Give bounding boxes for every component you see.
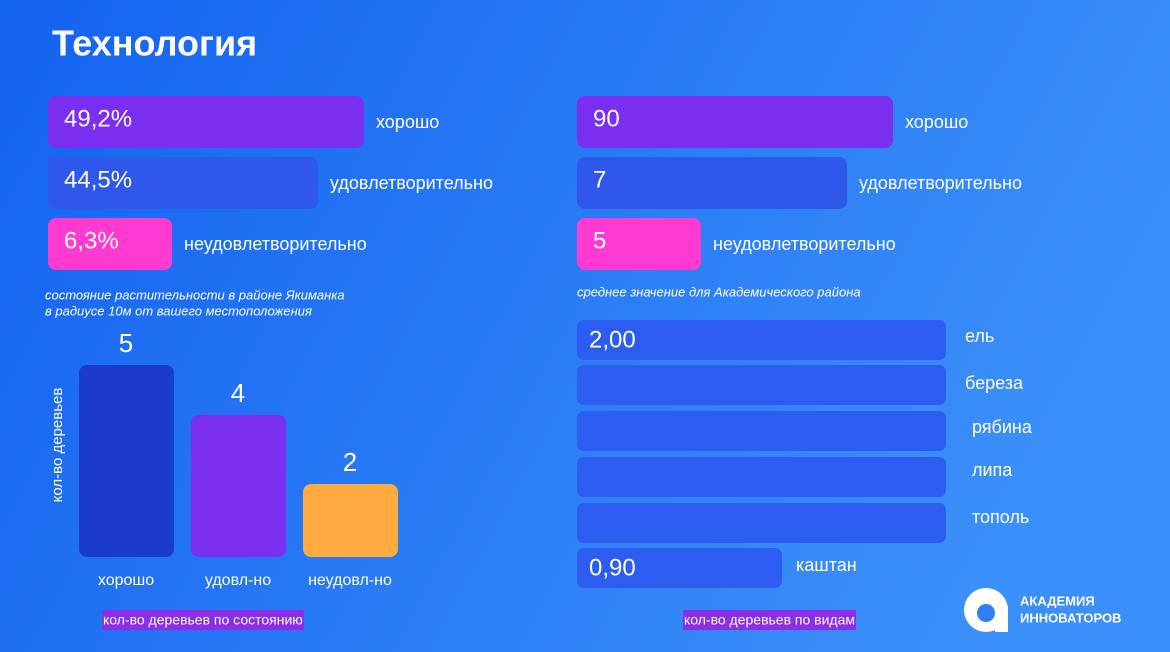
- bar: [48, 218, 172, 270]
- bar-value: 6,3%: [64, 227, 119, 254]
- footer-label: кол-во деревьев по видам: [684, 612, 855, 628]
- column-value: 2: [343, 447, 357, 477]
- species-label: липа: [972, 460, 1013, 480]
- title: Технология: [52, 23, 257, 64]
- column-value: 5: [119, 328, 133, 358]
- species-bar: [577, 457, 946, 497]
- footer-label: кол-во деревьев по состоянию: [103, 612, 303, 628]
- footer-highlight: [683, 610, 857, 630]
- logo-text: ИННОВАТОРОВ: [1020, 610, 1121, 625]
- bar: [577, 157, 847, 209]
- species-bar: [577, 503, 946, 543]
- species-value: 0,90: [589, 554, 636, 581]
- species-label: каштан: [796, 555, 857, 575]
- bar-value: 5: [593, 227, 606, 254]
- bar-label: хорошо: [376, 112, 439, 132]
- column-label: неудовл-но: [308, 572, 392, 589]
- species-bar: [577, 320, 946, 360]
- species-bar: [577, 365, 946, 405]
- species-value: 2,00: [589, 326, 636, 353]
- column: [79, 365, 174, 557]
- axis-label: кол-во деревьев: [49, 388, 66, 503]
- species-label: ель: [965, 326, 994, 346]
- bar-value: 7: [593, 166, 606, 193]
- caption: среднее значение для Академического райо…: [577, 284, 861, 299]
- species-label: береза: [965, 373, 1024, 393]
- bar-value: 90: [593, 105, 620, 132]
- bar-label: неудовлетворительно: [184, 234, 367, 254]
- logo-text: АКАДЕМИЯ: [1020, 593, 1095, 608]
- bar: [577, 96, 893, 148]
- caption: состояние растительности в районе Якиман…: [45, 287, 345, 302]
- bar-label: удовлетворительно: [330, 173, 493, 193]
- logo-hole: [977, 604, 995, 622]
- bar-label: удовлетворительно: [859, 173, 1022, 193]
- logo: АКАДЕМИЯ ИННОВАТОРОВ: [964, 588, 1121, 632]
- bar-value: 49,2%: [64, 105, 132, 132]
- species-bar: [577, 548, 782, 588]
- caption: в радиусе 10м от вашего местоположения: [45, 303, 312, 318]
- species-bar: [577, 411, 946, 451]
- species-label: тополь: [972, 507, 1029, 527]
- bar-label: неудовлетворительно: [713, 234, 896, 254]
- column-label: удовл-но: [205, 572, 271, 589]
- column-value: 4: [231, 378, 245, 408]
- logo-stem: [995, 606, 1008, 632]
- footer-highlight: [102, 610, 304, 630]
- column-label: хорошо: [98, 572, 154, 589]
- bar: [48, 157, 318, 209]
- species-label: рябина: [972, 417, 1033, 437]
- bar-label: хорошо: [905, 112, 968, 132]
- column: [303, 484, 398, 557]
- bar: [577, 218, 701, 270]
- bar: [48, 96, 364, 148]
- column: [191, 415, 286, 557]
- bar-value: 44,5%: [64, 166, 132, 193]
